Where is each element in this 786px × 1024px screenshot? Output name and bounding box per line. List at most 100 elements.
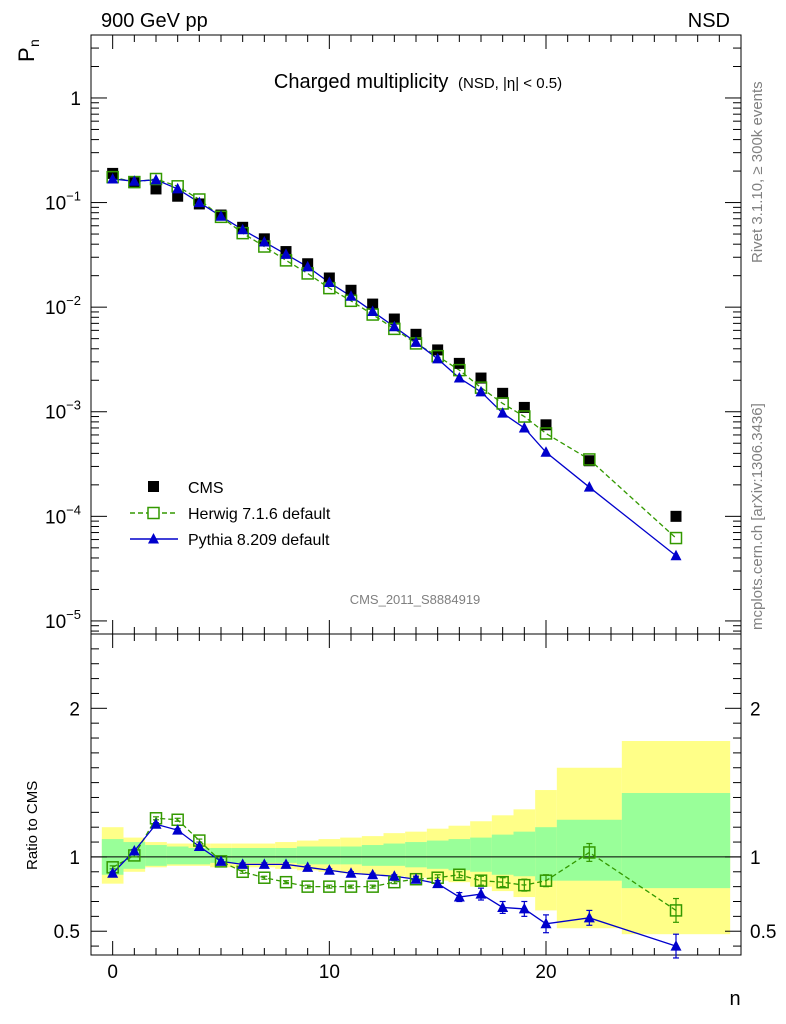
main-series: [106, 167, 683, 561]
header-left-label: 900 GeV pp: [101, 10, 208, 32]
ratio-pythia-point: [670, 940, 682, 951]
ratio-herwig-point: [539, 874, 553, 887]
ratio-band-inner: [166, 846, 189, 865]
ratio-herwig-point: [344, 880, 358, 893]
pythia-point: [345, 290, 357, 301]
legend-cms-marker: [148, 481, 159, 492]
main-ytick-label: 10−3: [45, 398, 81, 424]
pythia-point: [410, 336, 422, 347]
ratio-pythia-point: [497, 901, 509, 912]
chart-title-suffix: (NSD, |η| < 0.5): [458, 75, 562, 92]
pythia-point: [670, 549, 682, 561]
pythia-point: [367, 305, 379, 316]
main-ytick-base: 10: [45, 194, 66, 215]
ratio-band-inner: [253, 848, 276, 863]
ratio-pythia-point: [388, 870, 400, 881]
ratio-herwig-point: [366, 880, 379, 893]
main-ytick-exp: −4: [66, 502, 81, 517]
ratio-herwig-point: [301, 880, 314, 893]
pythia-point: [432, 352, 444, 364]
cms-point: [367, 298, 379, 310]
ratio-axes: 0.5 0.51 12 20 10 20: [54, 633, 776, 983]
main-ytick-exp: −2: [66, 293, 81, 308]
cms-point: [475, 372, 487, 384]
xtick-label: 10: [319, 962, 340, 983]
cms-point: [453, 357, 465, 369]
ratio-band-inner: [318, 846, 341, 865]
header-right-label: NSD: [688, 10, 730, 32]
pythia-point: [150, 173, 162, 185]
xtick-label: 20: [535, 962, 556, 983]
analysis-watermark: CMS_2011_S8884919: [350, 592, 481, 607]
main-ytick-exp: −3: [66, 398, 81, 413]
herwig-point: [669, 531, 683, 545]
ratio-herwig-point: [518, 878, 531, 892]
xtick-label: 0: [107, 962, 118, 983]
main-ytick-base: 10: [45, 612, 66, 633]
pythia-point: [172, 182, 184, 194]
legend-pythia-label: Pythia 8.209 default: [188, 532, 330, 549]
pythia-point: [215, 210, 227, 221]
main-ytick-exp: −1: [66, 189, 81, 204]
ratio-pythia-point: [172, 824, 184, 835]
ratio-band-inner: [188, 848, 211, 865]
ratio-herwig-point: [279, 875, 293, 889]
ratio-series: [106, 812, 683, 959]
pythia-point: [193, 196, 205, 208]
herwig-point: [539, 427, 553, 440]
ratio-herwig-point: [453, 868, 466, 881]
herwig-point: [149, 172, 163, 186]
ratio-pythia-point: [583, 911, 595, 923]
cms-point: [150, 183, 162, 195]
cms-point: [172, 190, 184, 202]
pythia-point: [388, 320, 400, 332]
ratio-herwig-point: [323, 880, 336, 893]
ratio-pythia-point: [367, 868, 379, 880]
main-ylabel-sub: n: [26, 39, 42, 47]
ratio-band-inner: [145, 845, 167, 866]
ratio-pythia-point: [258, 858, 270, 869]
ratio-ytick-label-left: 0.5: [54, 922, 80, 943]
ratio-band-inner: [491, 834, 514, 875]
chart-title-main: Charged multiplicity: [274, 71, 449, 93]
ratio-pythia-point: [518, 902, 530, 914]
ratio-ytick-label-right: 1: [750, 848, 761, 869]
pythia-point: [453, 372, 465, 383]
legend-herwig-label: Herwig 7.1.6 default: [188, 506, 331, 523]
ratio-band-inner: [340, 846, 362, 865]
cms-point: [345, 284, 357, 296]
pythia-point: [302, 260, 314, 272]
ratio-ytick-label-left: 2: [69, 699, 80, 720]
main-ytick-exp: −5: [66, 607, 81, 622]
main-ytick-base: 10: [45, 403, 66, 424]
ratio-herwig-point: [258, 871, 271, 884]
pythia-line: [112, 178, 677, 557]
pythia-point: [280, 248, 292, 259]
ratio-band-inner: [513, 831, 536, 877]
ratio-band-inner: [231, 848, 254, 863]
main-ytick-base: 10: [45, 507, 66, 528]
ratio-pythia-point: [128, 844, 140, 856]
pythia-point: [518, 421, 530, 433]
legend-cms-label: CMS: [188, 480, 224, 497]
main-ytick-label: 10−1: [45, 189, 81, 215]
ratio-band-inner: [405, 842, 427, 868]
pythia-point: [540, 446, 552, 457]
main-ylabel: P n: [14, 39, 42, 62]
cms-point: [497, 387, 509, 399]
ratio-pythia-point: [540, 917, 552, 929]
pythia-point: [583, 481, 595, 492]
cms-point: [410, 328, 422, 340]
cms-point: [540, 419, 552, 431]
ratio-herwig-point: [474, 874, 488, 887]
ratio-band-inner: [535, 827, 557, 881]
ratio-pythia-point: [150, 818, 162, 829]
ratio-band-inner: [470, 837, 492, 872]
ratio-pythia-point: [107, 867, 119, 878]
mcplots-label: mcplots.cern.ch [arXiv:1306.3436]: [749, 403, 766, 630]
ratio-pythia-point: [323, 864, 335, 875]
main-ytick-label: 10−4: [45, 502, 81, 528]
ratio-band-inner: [361, 845, 384, 866]
ratio-ytick-label-left: 1: [69, 848, 80, 869]
